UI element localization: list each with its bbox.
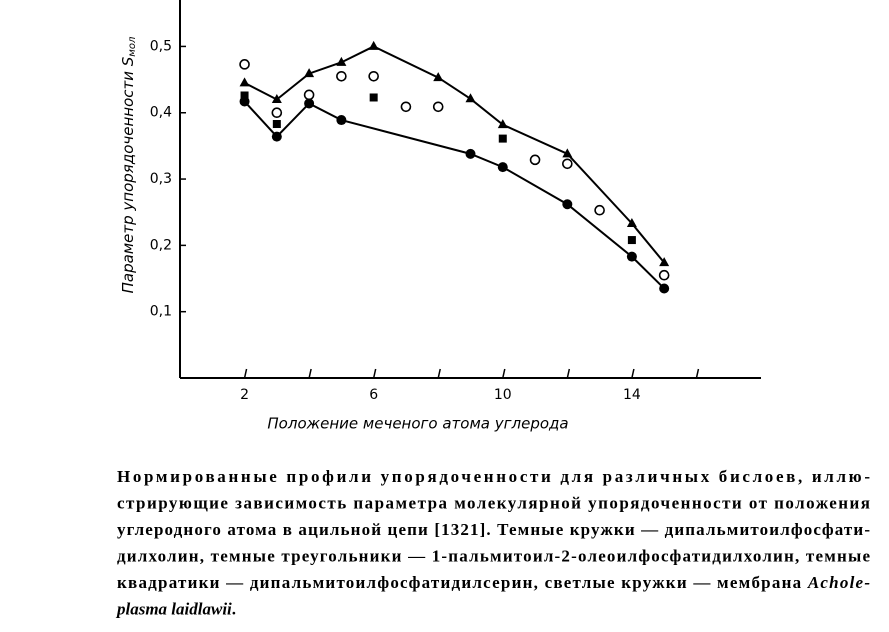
point xyxy=(659,257,670,267)
x-minor-tick xyxy=(695,368,700,379)
caption-text: Нормированные профили упорядоченности дл… xyxy=(117,467,870,486)
x-tick xyxy=(631,368,635,379)
point xyxy=(304,98,315,109)
x-minor-tick xyxy=(437,368,441,379)
series-line xyxy=(243,100,665,290)
x-tick xyxy=(502,368,506,379)
point xyxy=(659,283,670,294)
point xyxy=(369,93,378,102)
x-tick-label: 6 xyxy=(369,387,378,403)
y-tick-label: 0,1 xyxy=(150,304,172,320)
caption-text: квадратики — дипальмитоилфосфатидилсерин… xyxy=(117,573,807,592)
caption-line: plasma laidlawii. xyxy=(115,599,236,618)
point xyxy=(626,251,637,262)
point xyxy=(497,162,508,173)
point xyxy=(303,89,315,101)
point xyxy=(239,59,250,70)
y-tick-label: 0,4 xyxy=(150,105,172,121)
y-tick-label: 0,3 xyxy=(150,171,172,187)
x-tick-label: 10 xyxy=(494,387,512,403)
y-axis-label-main: Параметр упорядоченности S xyxy=(119,56,137,293)
caption-text: углеродного атома в ацильной цепи [1321]… xyxy=(117,520,870,539)
y-axis-label-sub: мол xyxy=(127,36,138,57)
point xyxy=(304,68,315,78)
point xyxy=(465,93,476,103)
caption-line: квадратики — дипальмитоилфосфатидилсерин… xyxy=(117,573,870,592)
x-tick xyxy=(243,368,248,379)
point xyxy=(239,77,250,87)
point xyxy=(626,217,637,227)
point xyxy=(433,72,444,82)
caption-text: . xyxy=(232,599,236,618)
point xyxy=(562,158,573,170)
x-minor-tick xyxy=(566,368,571,379)
y-axis-label: Параметр упорядоченности Sмол xyxy=(119,36,139,293)
caption-text: стрирующие зависимость параметра молекул… xyxy=(117,493,870,512)
point xyxy=(368,70,379,82)
point xyxy=(658,269,670,281)
x-tick xyxy=(372,368,377,379)
point xyxy=(627,236,636,245)
point xyxy=(271,93,282,103)
point xyxy=(368,40,379,50)
caption-text: дилхолин, темные треугольники — 1-пальми… xyxy=(117,546,870,565)
x-tick-label: 2 xyxy=(240,387,249,403)
point xyxy=(432,101,444,113)
point xyxy=(400,101,412,113)
caption-text: Achole- xyxy=(807,573,871,592)
point xyxy=(272,120,281,129)
point xyxy=(336,70,347,82)
point xyxy=(594,204,605,216)
x-tick-label: 14 xyxy=(623,387,641,403)
caption-text: plasma laidlawii xyxy=(115,599,232,618)
point xyxy=(562,199,573,210)
caption-line: углеродного атома в ацильной цепи [1321]… xyxy=(117,520,870,539)
x-minor-tick xyxy=(308,368,312,379)
point xyxy=(271,131,282,142)
caption-line: Нормированные профили упорядоченности дл… xyxy=(117,467,870,486)
y-axis-label-group: Параметр упорядоченности Sмол xyxy=(119,36,139,293)
series-line xyxy=(244,45,665,264)
point xyxy=(498,134,507,143)
caption-line: дилхолин, темные треугольники — 1-пальми… xyxy=(117,546,870,565)
point xyxy=(497,119,508,129)
point xyxy=(562,148,573,158)
point xyxy=(336,115,347,126)
point xyxy=(271,107,283,119)
caption-line: стрирующие зависимость параметра молекул… xyxy=(117,493,870,512)
point xyxy=(465,148,476,159)
y-tick-label: 0,2 xyxy=(150,237,172,253)
point xyxy=(240,91,249,100)
point xyxy=(336,56,347,66)
point xyxy=(529,154,541,166)
y-tick-label: 0,5 xyxy=(150,38,172,54)
x-axis-label: Положение меченого атома углерода xyxy=(267,415,568,433)
